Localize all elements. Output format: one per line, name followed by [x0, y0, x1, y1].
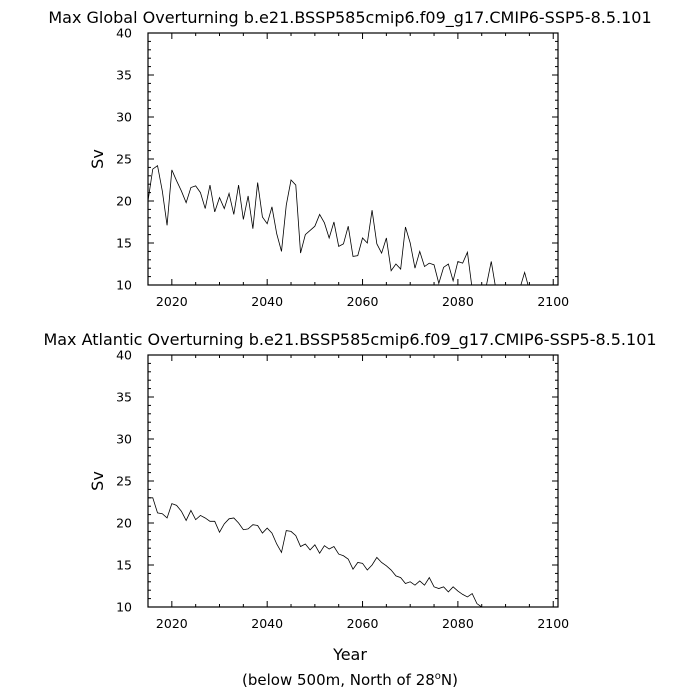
footnote-suffix: N)	[441, 671, 458, 689]
y-tick-label: 15	[116, 236, 132, 251]
series-line	[148, 165, 529, 285]
global-y-ticks: 10 15 20 25 30 35 40	[116, 26, 558, 293]
footnote: (below 500m, North of 28oN)	[242, 671, 458, 689]
atlantic-y-axis-label: Sv	[88, 471, 107, 491]
global-chart-title: Max Global Overturning b.e21.BSSP585cmip…	[48, 8, 651, 28]
x-tick-label: 2080	[442, 294, 474, 309]
global-overturning-panel: Max Global Overturning b.e21.BSSP585cmip…	[48, 8, 651, 309]
atlantic-overturning-panel: Max Atlantic Overturning b.e21.BSSP585cm…	[43, 330, 656, 664]
x-tick-label: 2100	[537, 294, 569, 309]
y-tick-label: 40	[116, 26, 132, 41]
x-tick-label: 2040	[251, 294, 283, 309]
y-tick-label: 10	[116, 278, 132, 293]
y-tick-label: 10	[116, 600, 132, 615]
y-tick-label: 25	[116, 152, 132, 167]
x-tick-label: 2040	[251, 616, 283, 631]
x-tick-label: 2060	[347, 294, 379, 309]
atlantic-chart-title: Max Atlantic Overturning b.e21.BSSP585cm…	[43, 330, 656, 350]
x-tick-label: 2060	[347, 616, 379, 631]
y-tick-label: 30	[116, 432, 132, 447]
atlantic-x-axis-label: Year	[332, 645, 367, 664]
x-tick-label: 2020	[156, 616, 188, 631]
atlantic-series	[148, 497, 483, 607]
atlantic-y-ticks: 10 15 20 25 30 35 40	[116, 348, 558, 615]
x-tick-label: 2020	[156, 294, 188, 309]
atlantic-x-ticks: 2020 2040 2060 2080 2100	[147, 355, 569, 631]
x-tick-label: 2100	[537, 616, 569, 631]
footnote-text: (below 500m, North of 28	[242, 671, 435, 689]
y-tick-label: 30	[116, 110, 132, 125]
x-tick-label: 2080	[442, 616, 474, 631]
global-y-axis-label: Sv	[88, 149, 107, 169]
global-series	[148, 165, 529, 285]
global-x-ticks: 2020 2040 2060 2080 2100	[147, 33, 569, 309]
y-tick-label: 15	[116, 558, 132, 573]
y-tick-label: 40	[116, 348, 132, 363]
global-plot-frame	[147, 32, 559, 286]
y-tick-label: 35	[116, 68, 132, 83]
y-tick-label: 20	[116, 194, 132, 209]
series-line	[148, 497, 483, 607]
footnote-degree-superscript: o	[435, 671, 441, 682]
y-tick-label: 25	[116, 474, 132, 489]
y-tick-label: 35	[116, 390, 132, 405]
y-tick-label: 20	[116, 516, 132, 531]
